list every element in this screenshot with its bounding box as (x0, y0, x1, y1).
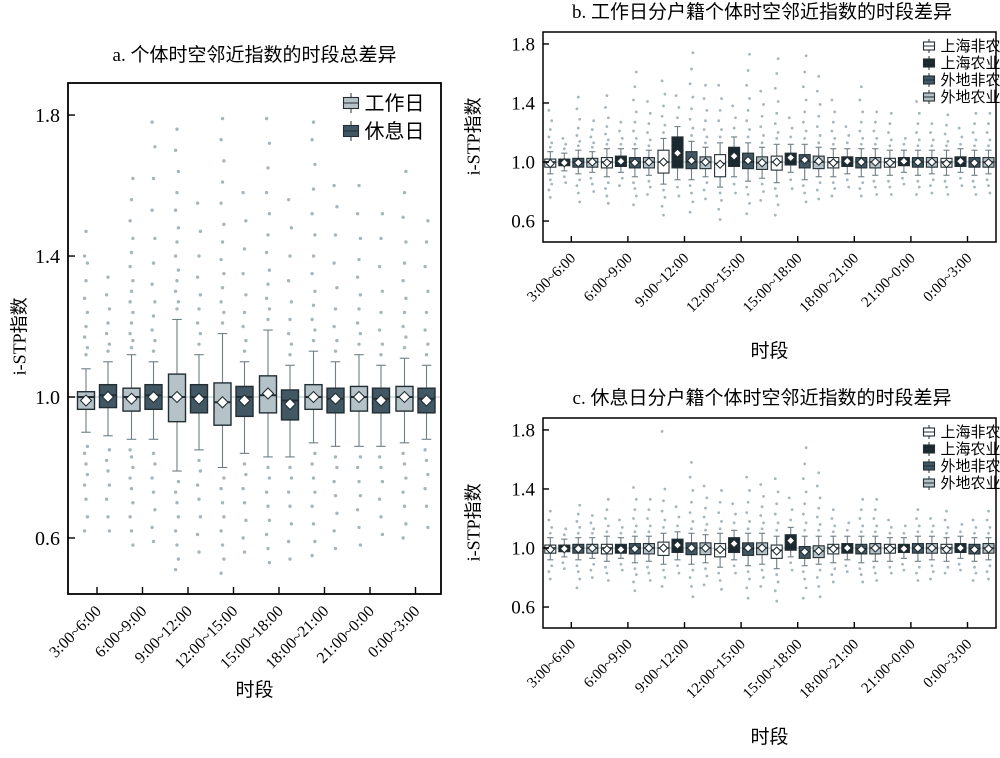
panel-b-series-1 (558, 94, 967, 198)
svg-text:1.4: 1.4 (511, 479, 535, 500)
svg-text:6:00~9:00: 6:00~9:00 (581, 251, 636, 306)
svg-text:12:00~15:00: 12:00~15:00 (684, 637, 749, 702)
svg-text:上海农业: 上海农业 (941, 55, 1000, 72)
svg-text:12:00~15:00: 12:00~15:00 (684, 251, 749, 316)
panel-a-plot: 0.61.01.41.83:00~6:006:00~9:009:00~12:00… (35, 82, 442, 672)
svg-text:1.8: 1.8 (511, 34, 535, 55)
svg-text:休息日: 休息日 (365, 120, 425, 143)
panel-b-plot: 0.6 1.0 1.4 1.8 3:00~6:00 6:00~9:009:00~12:00… (511, 31, 1000, 316)
svg-text:3:00~6:00: 3:00~6:00 (524, 637, 579, 692)
svg-text:1.0: 1.0 (511, 538, 535, 559)
svg-text:0:00~3:00: 0:00~3:00 (921, 251, 976, 306)
svg-text:外地农业: 外地农业 (941, 475, 1000, 492)
svg-text:1.8: 1.8 (35, 105, 60, 127)
panel-c-series-1 (558, 496, 967, 575)
panel-a-x-axis-title: 时段 (235, 680, 274, 701)
svg-text:1.4: 1.4 (35, 246, 60, 268)
svg-text:0.6: 0.6 (511, 598, 535, 619)
panel-c-title: c. 休息日分户籍个体时空邻近指数的时段差异 (572, 388, 952, 409)
panel-c-plot: 0.6 1.0 1.4 1.8 3:00~6:00 6:00~9:009:00~12:00… (511, 417, 1000, 702)
svg-text:上海非农: 上海非农 (941, 424, 1000, 441)
panel-c-x-axis-title: 时段 (750, 727, 789, 748)
svg-text:工作日: 工作日 (365, 92, 425, 115)
panel-c-series-2 (572, 446, 981, 600)
svg-text:0.6: 0.6 (35, 528, 60, 550)
svg-text:15:00~18:00: 15:00~18:00 (740, 637, 805, 702)
svg-text:9:00~12:00: 9:00~12:00 (632, 637, 692, 697)
panel-b-series-3 (586, 75, 995, 202)
svg-text:15:00~18:00: 15:00~18:00 (740, 251, 805, 316)
svg-text:18:00~21:00: 18:00~21:00 (797, 637, 862, 702)
panel-b-series-0 (544, 57, 953, 221)
panel-a-series-0 (76, 116, 414, 575)
svg-text:0.6: 0.6 (511, 212, 535, 233)
panel-c-y-axis-title: i-STP指数 (463, 483, 484, 562)
panel-b-x-axis-title: 时段 (750, 341, 789, 362)
svg-text:外地非农: 外地非农 (941, 458, 1000, 475)
svg-text:1.4: 1.4 (511, 93, 535, 114)
svg-text:1.0: 1.0 (511, 152, 535, 173)
svg-text:18:00~21:00: 18:00~21:00 (797, 251, 862, 316)
panel-a-y-axis-title: i-STP指数 (9, 297, 30, 376)
svg-text:1.8: 1.8 (511, 420, 535, 441)
panel-a-series-1 (98, 120, 436, 561)
panel-b-y-axis-title: i-STP指数 (463, 97, 484, 176)
panel-b-series-2 (572, 51, 981, 216)
svg-text:9:00~12:00: 9:00~12:00 (632, 251, 692, 311)
svg-text:上海农业: 上海农业 (941, 441, 1000, 458)
panel-a-title: a. 个体时空邻近指数的时段总差异 (112, 45, 397, 66)
svg-text:21:00~0:00: 21:00~0:00 (859, 251, 919, 311)
svg-text:上海非农: 上海非农 (941, 38, 1000, 55)
svg-text:21:00~0:00: 21:00~0:00 (859, 637, 919, 697)
svg-text:6:00~9:00: 6:00~9:00 (581, 637, 636, 692)
panel-c-series-3 (586, 471, 995, 599)
svg-text:1.0: 1.0 (35, 387, 60, 409)
svg-text:外地农业: 外地农业 (941, 89, 1000, 106)
panel-b-title: b. 工作日分户籍个体时空邻近指数的时段差异 (571, 2, 952, 23)
panel-c-series-0 (544, 430, 953, 603)
svg-text:3:00~6:00: 3:00~6:00 (524, 251, 579, 306)
svg-text:0:00~3:00: 0:00~3:00 (921, 637, 976, 692)
svg-text:外地非农: 外地非农 (941, 72, 1000, 89)
